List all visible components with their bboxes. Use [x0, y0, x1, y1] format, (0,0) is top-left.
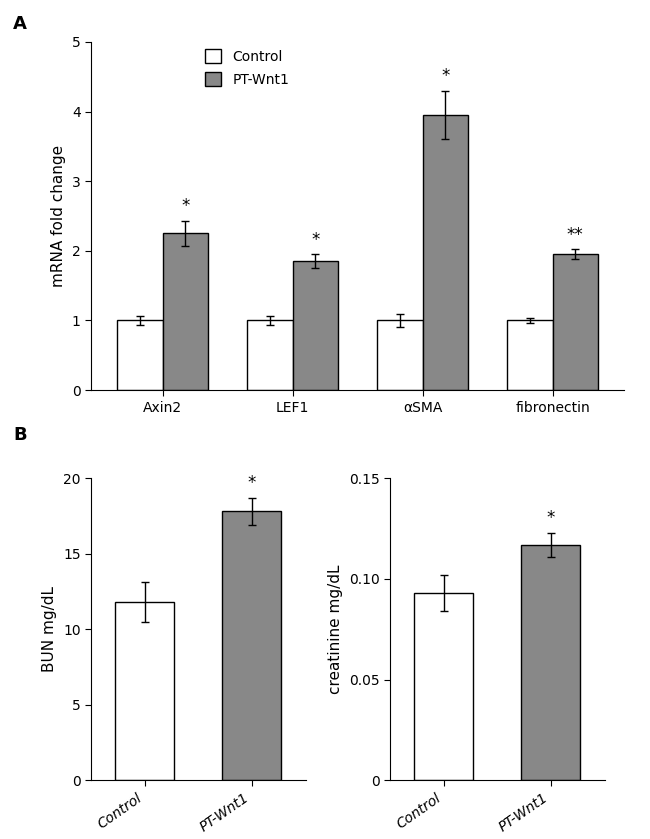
Text: *: *: [441, 67, 449, 85]
Bar: [377, 320, 423, 390]
Bar: [222, 512, 281, 780]
Bar: [292, 261, 338, 390]
Legend: Control, PT-Wnt1: Control, PT-Wnt1: [205, 49, 289, 87]
Bar: [521, 545, 580, 780]
Text: A: A: [13, 15, 27, 34]
Bar: [117, 320, 162, 390]
Text: *: *: [547, 508, 555, 527]
Bar: [247, 320, 292, 390]
Text: *: *: [181, 197, 189, 216]
Bar: [552, 254, 598, 390]
Y-axis label: mRNA fold change: mRNA fold change: [51, 145, 66, 287]
Text: B: B: [13, 426, 27, 445]
Bar: [422, 115, 468, 390]
Y-axis label: creatinine mg/dL: creatinine mg/dL: [328, 565, 343, 694]
Bar: [115, 602, 174, 780]
Text: *: *: [311, 231, 319, 249]
Text: *: *: [248, 474, 256, 492]
Bar: [162, 233, 208, 390]
Bar: [414, 593, 473, 780]
Y-axis label: BUN mg/dL: BUN mg/dL: [42, 586, 57, 672]
Text: **: **: [567, 226, 584, 244]
Bar: [507, 320, 552, 390]
